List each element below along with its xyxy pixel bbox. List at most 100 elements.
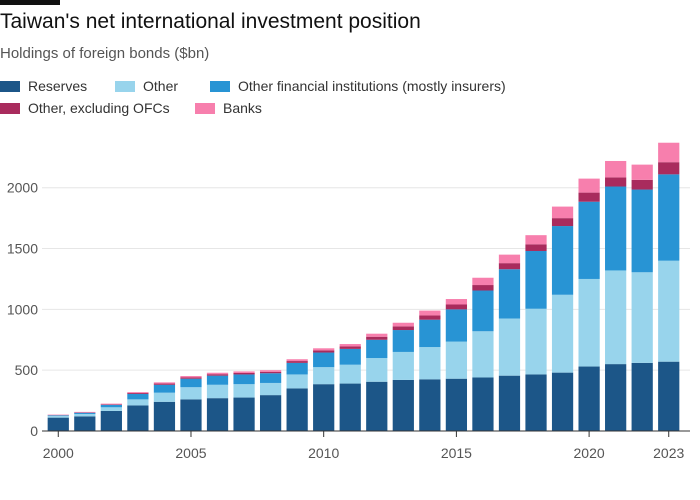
bar-reserves-2007 — [233, 397, 255, 431]
x-tick-label: 2010 — [308, 445, 339, 461]
bar-ofi-2020 — [578, 201, 600, 279]
bar-other-2018 — [525, 308, 547, 375]
bar-reserves-2014 — [419, 379, 441, 431]
chart-subtitle: Holdings of foreign bonds ($bn) — [0, 45, 210, 62]
bar-other_ex_ofc-2005 — [180, 377, 202, 379]
bar-other-2020 — [578, 278, 600, 367]
legend-swatch-ofi — [210, 80, 230, 92]
bar-other-2001 — [74, 413, 96, 417]
bar-other_ex_ofc-2019 — [551, 218, 574, 227]
bar-banks-2002 — [100, 403, 122, 405]
bar-reserves-2016 — [472, 377, 494, 431]
bar-other-2017 — [498, 318, 521, 376]
bar-banks-2019 — [551, 206, 574, 219]
bar-reserves-2020 — [578, 366, 600, 431]
bar-other_ex_ofc-2010 — [313, 350, 335, 353]
bar-ofi-2010 — [313, 352, 335, 368]
bar-reserves-2001 — [74, 416, 96, 431]
x-tick-label: 2000 — [43, 445, 74, 461]
bar-banks-2017 — [498, 254, 521, 264]
legend-label-ofi: Other financial institutions (mostly ins… — [238, 78, 506, 94]
bar-other-2013 — [392, 351, 414, 380]
bar-ofi-2006 — [206, 375, 229, 385]
legend-label-reserves: Reserves — [28, 78, 88, 94]
bar-ofi-2016 — [472, 290, 494, 332]
bar-ofi-2007 — [233, 374, 255, 385]
bar-reserves-2010 — [313, 384, 335, 431]
bar-banks-2009 — [286, 359, 308, 362]
x-tick-label: 2023 — [653, 445, 684, 461]
bar-reserves-2017 — [498, 375, 521, 431]
bar-ofi-2012 — [366, 339, 388, 359]
bar-other_ex_ofc-2009 — [286, 361, 308, 363]
bar-other-2011 — [339, 364, 361, 384]
chart-title: Taiwan's net international investment po… — [0, 10, 421, 33]
y-tick-label: 2000 — [7, 180, 38, 196]
bar-banks-2016 — [472, 277, 494, 286]
bar-reserves-2022 — [631, 362, 653, 431]
legend-swatch-other — [115, 80, 135, 92]
bar-other_ex_ofc-2018 — [525, 244, 547, 251]
bar-other-2023 — [658, 260, 680, 362]
bar-ofi-2017 — [498, 269, 521, 319]
bar-reserves-2000 — [47, 417, 69, 431]
bar-ofi-2013 — [392, 330, 414, 352]
bar-other-2021 — [605, 270, 627, 365]
bar-other_ex_ofc-2016 — [472, 285, 494, 291]
x-tick-label: 2005 — [175, 445, 206, 461]
bar-other_ex_ofc-2014 — [419, 315, 441, 320]
bar-ofi-2011 — [339, 348, 361, 365]
bar-ofi-2023 — [658, 174, 680, 261]
legend-item-other: Other — [115, 78, 178, 94]
bar-other_ex_ofc-2013 — [392, 326, 414, 331]
bar-banks-2018 — [525, 235, 547, 245]
bar-banks-2005 — [180, 376, 202, 378]
bar-ofi-2002 — [100, 404, 122, 408]
bar-other-2004 — [153, 392, 176, 402]
bar-reserves-2021 — [605, 364, 627, 431]
bar-banks-2015 — [445, 299, 468, 305]
legend-item-ofi: Other financial institutions (mostly ins… — [210, 78, 506, 94]
bar-banks-2014 — [419, 310, 441, 316]
y-tick-label: 1500 — [7, 241, 38, 257]
bar-other_ex_ofc-2007 — [233, 372, 255, 375]
bar-banks-2008 — [259, 370, 282, 372]
bar-other-2014 — [419, 347, 441, 380]
bar-reserves-2023 — [658, 361, 680, 431]
bar-reserves-2004 — [153, 401, 176, 431]
bar-other_ex_ofc-2022 — [631, 179, 653, 190]
bar-other_ex_ofc-2008 — [259, 371, 282, 374]
bar-banks-2007 — [233, 371, 255, 373]
bar-other-2002 — [100, 407, 122, 411]
bar-banks-2022 — [631, 164, 653, 180]
bar-other-2019 — [551, 294, 574, 373]
bar-ofi-2018 — [525, 250, 547, 309]
legend-item-banks: Banks — [195, 100, 262, 116]
bar-ofi-2021 — [605, 186, 627, 271]
bar-other-2015 — [445, 341, 468, 379]
bar-banks-2004 — [153, 382, 176, 384]
legend-item-reserves: Reserves — [0, 78, 87, 94]
bar-banks-2011 — [339, 344, 361, 347]
bar-other-2006 — [206, 384, 229, 399]
bar-other_ex_ofc-2006 — [206, 374, 229, 376]
bar-other-2022 — [631, 272, 653, 363]
bar-banks-2010 — [313, 348, 335, 351]
bar-other_ex_ofc-2015 — [445, 304, 468, 310]
bar-ofi-2000 — [47, 415, 69, 416]
bar-other-2005 — [180, 387, 202, 400]
legend-item-other-ex-ofc: Other, excluding OFCs — [0, 100, 170, 116]
bar-reserves-2018 — [525, 374, 547, 431]
bar-other_ex_ofc-2011 — [339, 346, 361, 349]
tick-labels: 0 500 1000 1500 2000 2000 2005 2010 2015 2020 2023 — [7, 180, 685, 461]
bar-ofi-2008 — [259, 373, 282, 383]
bar-reserves-2006 — [206, 398, 229, 431]
bar-other-2007 — [233, 384, 255, 398]
bar-other_ex_ofc-2020 — [578, 192, 600, 202]
bar-banks-2023 — [658, 142, 680, 163]
bar-other_ex_ofc-2003 — [127, 392, 149, 394]
y-tick-label: 0 — [30, 423, 38, 439]
bar-other_ex_ofc-2004 — [153, 383, 176, 385]
bar-other-2012 — [366, 358, 388, 382]
bar-ofi-2004 — [153, 384, 176, 393]
